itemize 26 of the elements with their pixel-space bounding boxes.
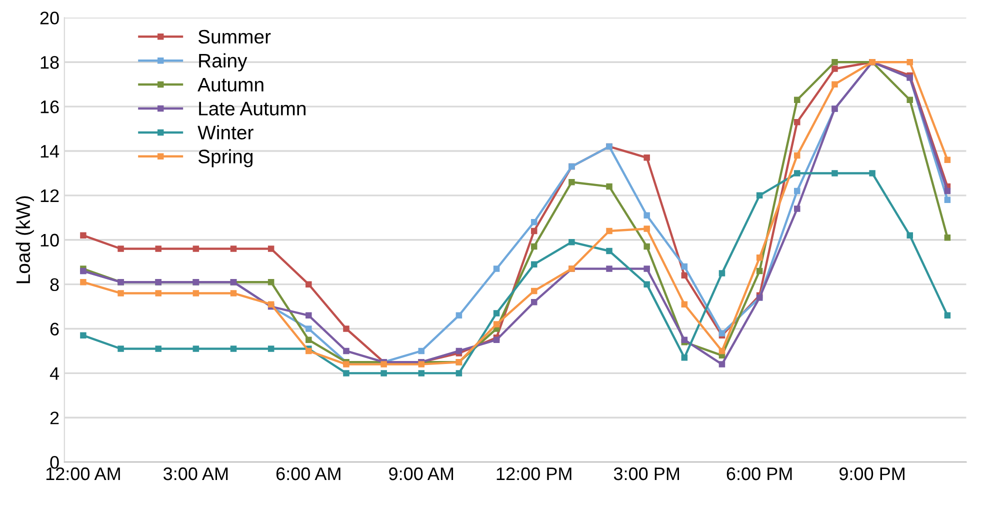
- y-tick-label: 4: [50, 367, 60, 380]
- x-tick-label: 12:00 PM: [496, 467, 572, 480]
- legend-label: Summer: [198, 30, 271, 44]
- y-tick-label: 0: [50, 456, 59, 469]
- x-tick-label: 9:00 AM: [389, 467, 454, 480]
- x-tick-label: 3:00 AM: [163, 467, 228, 480]
- y-tick-label: 12: [40, 189, 59, 202]
- legend-label: Rainy: [199, 53, 248, 72]
- legend-label: Late Autumn: [199, 102, 306, 116]
- y-tick-label: 14: [40, 145, 60, 158]
- x-tick-label: 9:00 PM: [840, 467, 904, 480]
- legend-label: Winter: [198, 125, 254, 140]
- legend-label: Autumn: [198, 78, 264, 92]
- y-tick-label: 16: [40, 100, 59, 114]
- legend-label: Spring: [198, 149, 252, 168]
- y-tick-label: 6: [50, 322, 59, 336]
- x-tick-label: 12:00 AM: [46, 467, 120, 480]
- x-tick-label: 6:00 AM: [276, 467, 340, 480]
- y-tick-label: 2: [50, 412, 59, 424]
- y-tick-label: 8: [50, 278, 59, 292]
- y-tick-label: 10: [40, 234, 59, 247]
- y-tick-label: 20: [40, 12, 59, 24]
- x-tick-label: 6:00 PM: [726, 467, 792, 480]
- x-tick-label: 3:00 PM: [614, 467, 679, 480]
- y-axis-title: Load (kW): [16, 196, 34, 284]
- y-tick-label: 18: [40, 56, 59, 69]
